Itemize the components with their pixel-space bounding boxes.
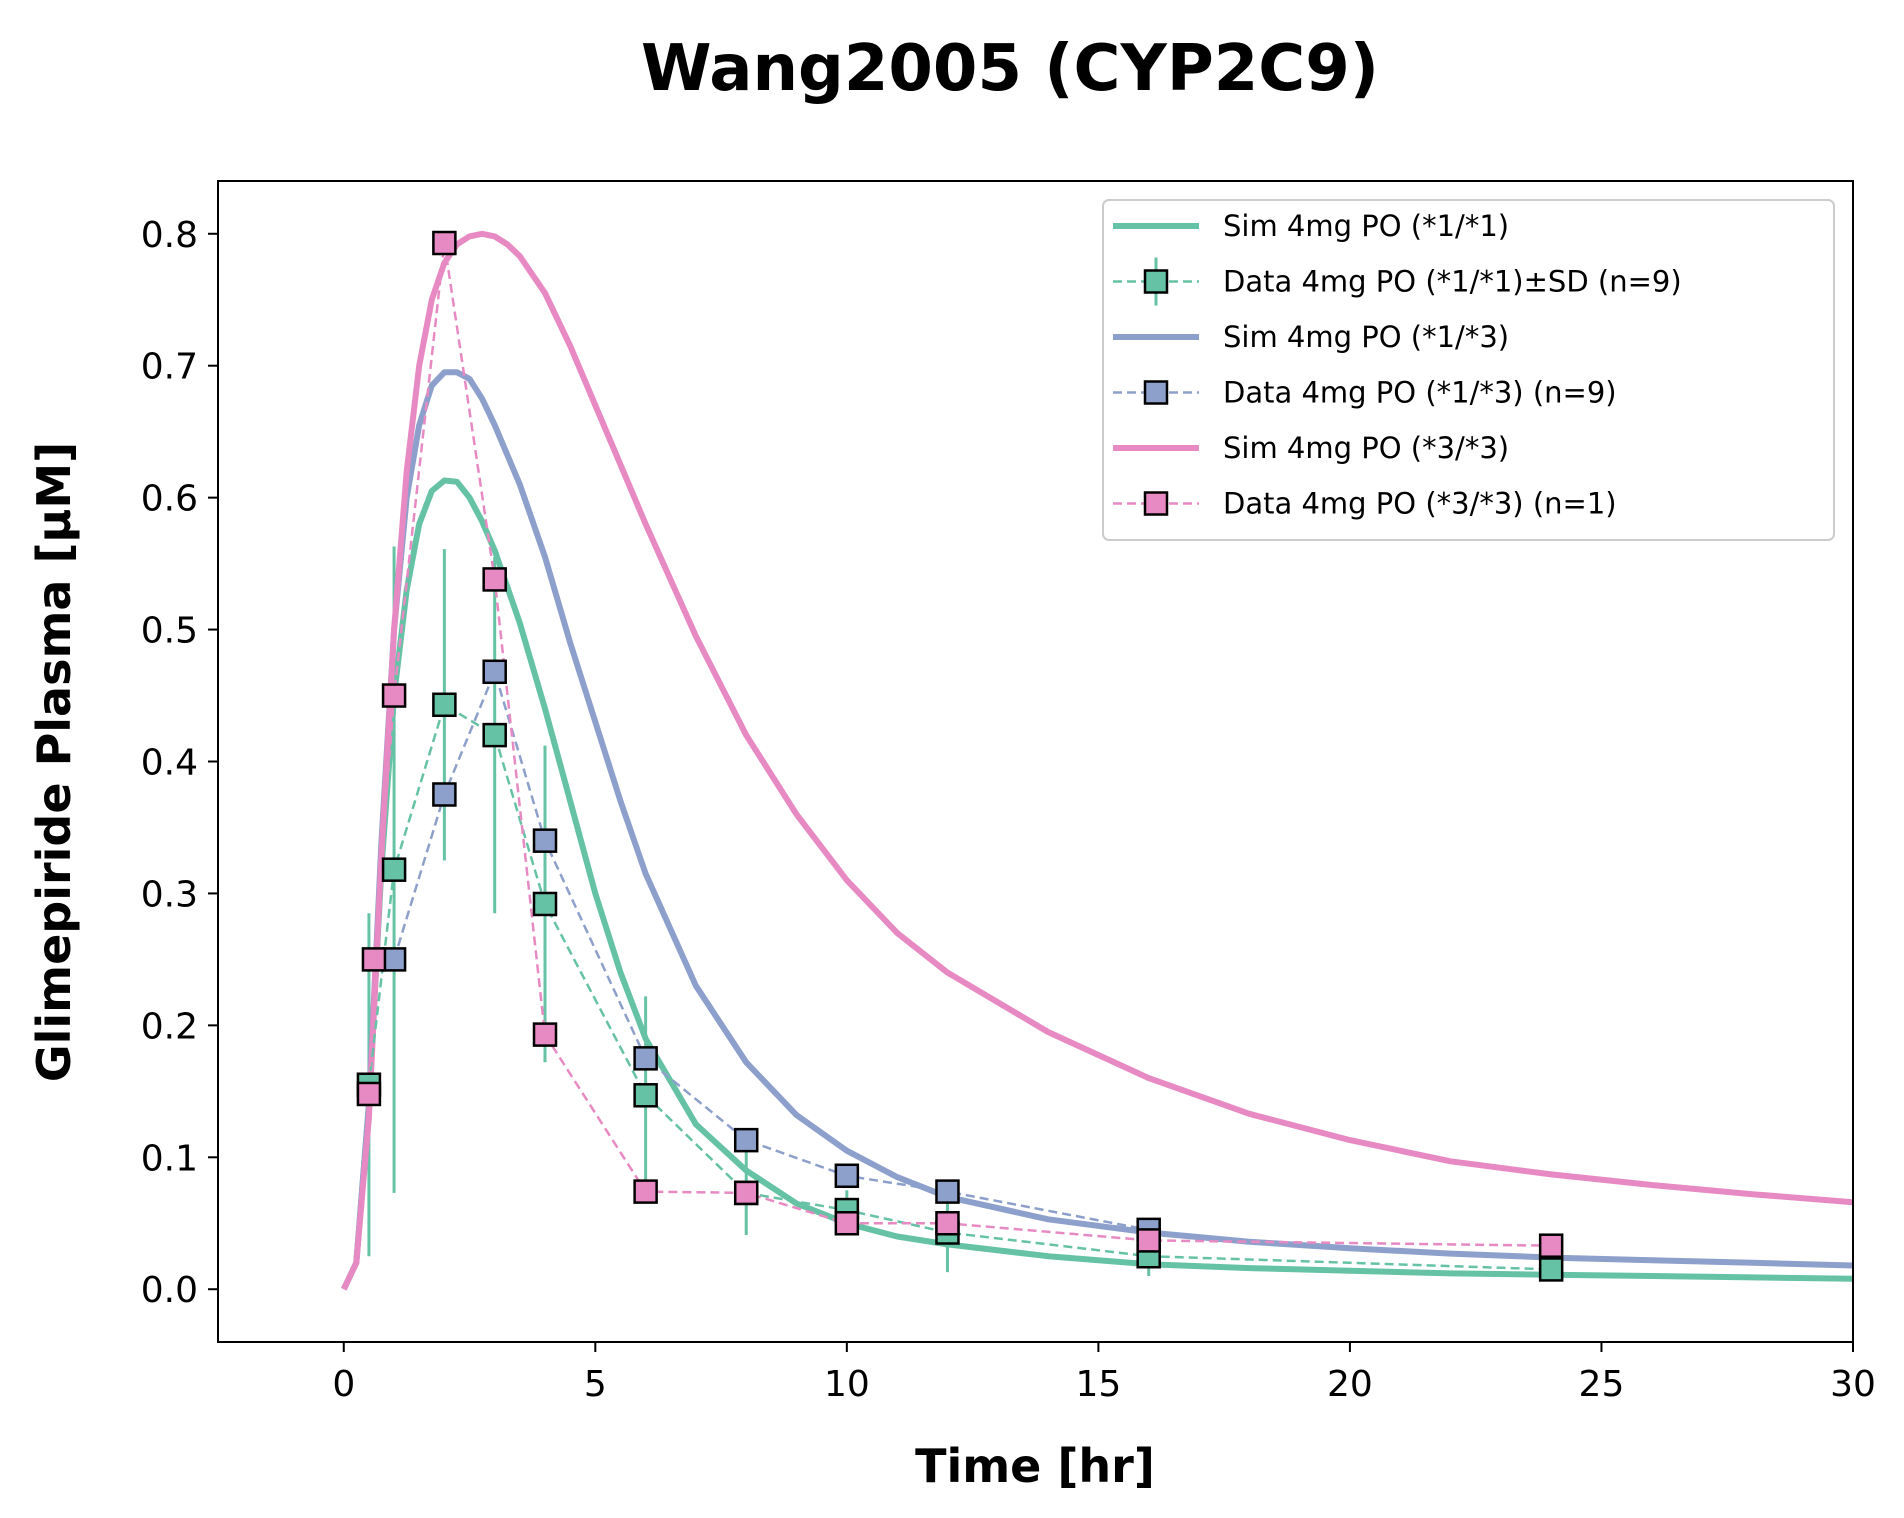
y-tick-label: 0.8 bbox=[141, 215, 198, 256]
legend-box bbox=[1102, 199, 1835, 541]
sim-line bbox=[341, 369, 1853, 1291]
y-tick-label: 0.5 bbox=[141, 611, 198, 652]
y-tick-label: 0.1 bbox=[141, 1138, 198, 1179]
data-marker bbox=[482, 659, 507, 685]
plot-content bbox=[341, 230, 1853, 1291]
data-marker bbox=[381, 947, 407, 972]
legend-label: Sim 4mg PO (*3/*3) bbox=[1223, 431, 1509, 465]
x-tick-label: 20 bbox=[1327, 1364, 1373, 1405]
legend-label: Data 4mg PO (*3/*3) (n=1) bbox=[1223, 487, 1617, 521]
legend-label: Data 4mg PO (*1/*3) (n=9) bbox=[1223, 376, 1617, 410]
plot-area bbox=[341, 230, 1853, 1291]
y-tick-label: 0.6 bbox=[141, 479, 198, 520]
data-marker bbox=[532, 891, 558, 917]
data-marker bbox=[1538, 1233, 1564, 1258]
data-marker bbox=[432, 692, 457, 718]
chart-title: Wang2005 (CYP2C9) bbox=[641, 32, 1379, 106]
data-line bbox=[367, 242, 1552, 1247]
y-axis-label: Glimepiride Plasma [µM] bbox=[27, 442, 81, 1082]
axes: 0 5 10 15 20 25 30 0.0 0.1 0.2 0.3 0.4 0.5 0.6 0.7 0.8 bbox=[141, 215, 1876, 1405]
data-marker bbox=[633, 1179, 658, 1204]
legend-marker bbox=[1143, 269, 1169, 294]
y-tick-label: 0.0 bbox=[141, 1270, 198, 1311]
data-marker bbox=[532, 828, 558, 853]
y-tick-label: 0.4 bbox=[141, 743, 198, 784]
legend: Sim 4mg PO (*1/*1) Data 4mg PO (*1/*1)±SD… bbox=[1102, 199, 1835, 541]
legend-label: Sim 4mg PO (*1/*1) bbox=[1223, 209, 1509, 243]
y-tick-label: 0.2 bbox=[141, 1006, 198, 1047]
data-marker bbox=[935, 1179, 960, 1204]
data-marker bbox=[482, 567, 507, 592]
y-tick-label: 0.3 bbox=[141, 874, 198, 915]
x-tick-label: 30 bbox=[1830, 1364, 1876, 1405]
data-marker bbox=[834, 1211, 860, 1236]
data-marker bbox=[532, 1022, 558, 1047]
data-marker bbox=[356, 1081, 382, 1107]
plot-frame bbox=[217, 180, 1854, 1343]
legend-marker bbox=[1143, 491, 1169, 516]
sim-line bbox=[341, 477, 1853, 1291]
data-marker bbox=[381, 857, 407, 882]
x-tick-label: 0 bbox=[332, 1364, 355, 1405]
data-marker bbox=[935, 1211, 960, 1236]
data-line bbox=[367, 702, 1552, 1271]
legend-label: Sim 4mg PO (*1/*3) bbox=[1223, 320, 1509, 354]
data-marker bbox=[432, 230, 457, 256]
x-tick-label: 15 bbox=[1075, 1364, 1121, 1405]
data-marker bbox=[1136, 1228, 1161, 1253]
data-marker bbox=[381, 683, 407, 708]
legend-label: Data 4mg PO (*1/*1)±SD (n=9) bbox=[1223, 265, 1682, 299]
x-axis-label: Time [hr] bbox=[915, 1439, 1155, 1493]
data-marker bbox=[633, 1083, 658, 1108]
legend-marker bbox=[1143, 380, 1169, 405]
sim-line bbox=[341, 230, 1853, 1291]
x-tick-label: 5 bbox=[584, 1364, 607, 1405]
x-tick-label: 25 bbox=[1579, 1364, 1625, 1405]
data-line bbox=[392, 668, 1149, 1232]
data-marker bbox=[1538, 1257, 1564, 1282]
data-marker bbox=[482, 722, 507, 748]
data-marker bbox=[432, 782, 457, 807]
data-marker bbox=[633, 1046, 658, 1071]
data-marker bbox=[733, 1180, 759, 1206]
data-marker bbox=[733, 1127, 759, 1153]
y-tick-label: 0.7 bbox=[141, 347, 198, 388]
data-marker bbox=[834, 1163, 860, 1189]
x-tick-label: 10 bbox=[824, 1364, 870, 1405]
data-marker bbox=[361, 947, 387, 972]
